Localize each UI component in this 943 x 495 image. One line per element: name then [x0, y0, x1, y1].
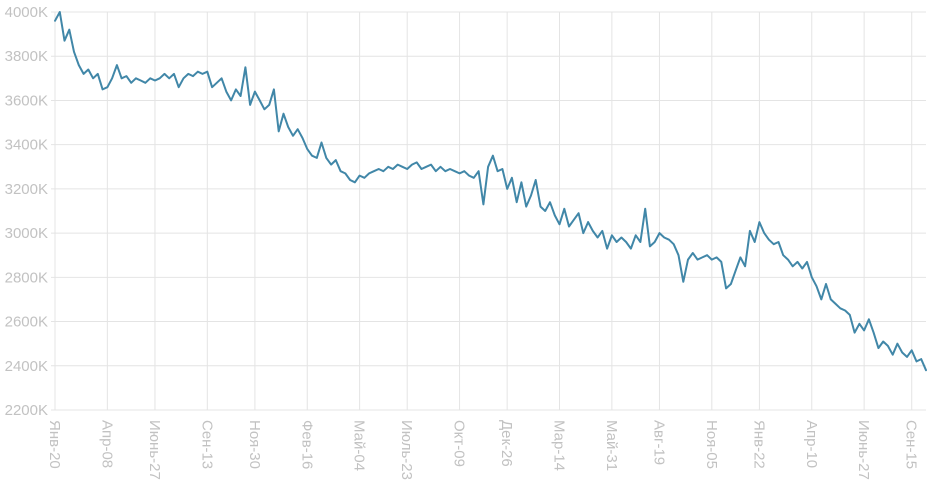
x-tick-label: Май-04 [351, 420, 368, 471]
x-tick-label: Май-31 [603, 420, 620, 471]
y-tick-label: 2800K [5, 269, 48, 286]
y-tick-label: 4000K [5, 4, 48, 21]
x-tick-label: Ноя-05 [703, 420, 720, 469]
x-tick-label: Авг-19 [650, 420, 667, 465]
x-tick-label: Июнь-27 [855, 420, 872, 480]
data-series-line [54, 11, 927, 372]
x-tick-label: Апр-08 [98, 420, 115, 468]
y-tick-label: 2600K [5, 314, 48, 331]
x-tick-label: Дек-26 [498, 420, 515, 467]
x-tick-label: Янв-20 [46, 420, 63, 469]
x-tick-label: Сен-13 [198, 420, 215, 469]
y-tick-label: 3800K [5, 48, 48, 65]
y-tick-label: 2400K [5, 358, 48, 375]
y-tick-label: 2200K [5, 402, 48, 419]
y-tick-label: 3000K [5, 225, 48, 242]
x-tick-label: Апр-10 [803, 420, 820, 468]
x-tick-label: Окт-09 [451, 420, 468, 467]
x-tick-label: Июль-23 [398, 420, 415, 480]
x-tick-label: Мар-14 [551, 420, 568, 471]
x-tick-label: Ноя-30 [246, 420, 263, 469]
y-tick-label: 3400K [5, 137, 48, 154]
y-tick-label: 3200K [5, 181, 48, 198]
x-tick-label: Сен-15 [903, 420, 920, 469]
x-tick-label: Июнь-27 [146, 420, 163, 480]
x-tick-label: Фев-16 [298, 420, 315, 469]
x-tick-label: Янв-22 [750, 420, 767, 469]
y-tick-label: 3600K [5, 92, 48, 109]
